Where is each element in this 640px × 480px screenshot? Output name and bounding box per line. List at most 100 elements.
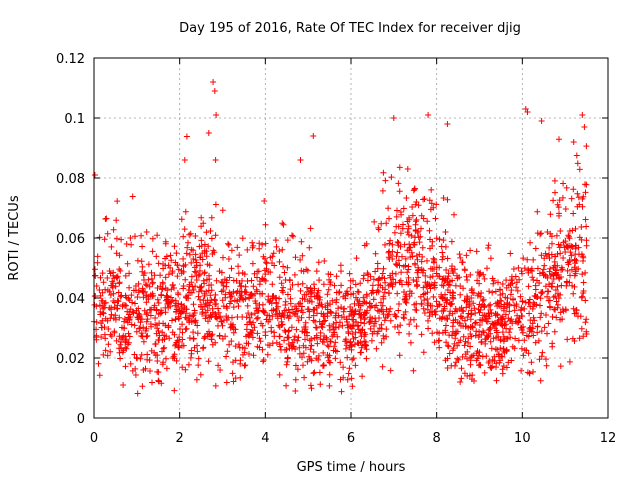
data-point [438, 282, 445, 289]
data-point [429, 302, 436, 309]
data-point [232, 375, 239, 382]
data-point [509, 276, 516, 283]
data-point [379, 302, 386, 309]
data-point [458, 375, 465, 382]
data-point [157, 283, 164, 290]
data-point [276, 274, 283, 281]
data-point [530, 299, 537, 306]
data-point [539, 349, 546, 356]
data-point [376, 325, 383, 332]
data-point [469, 289, 476, 296]
data-point [440, 237, 447, 244]
data-point [543, 362, 550, 369]
data-point [408, 249, 415, 256]
data-point [236, 344, 243, 351]
data-point [371, 323, 377, 329]
data-point [310, 370, 317, 377]
data-point [165, 324, 172, 331]
data-point [327, 271, 334, 278]
data-point [332, 339, 339, 346]
data-point [461, 342, 468, 349]
data-point [575, 244, 582, 251]
data-point [410, 277, 417, 283]
data-point [95, 360, 102, 367]
data-point [487, 255, 494, 262]
data-point [209, 305, 216, 312]
data-point [320, 349, 327, 356]
data-point [180, 233, 187, 240]
data-point [557, 363, 564, 370]
data-point [202, 315, 209, 322]
data-point [239, 235, 246, 242]
data-point [262, 221, 269, 228]
data-point [236, 296, 243, 303]
data-point [481, 275, 488, 282]
data-point [518, 268, 525, 275]
data-point [348, 291, 354, 298]
data-point [213, 277, 220, 284]
data-point [474, 292, 481, 299]
data-point [473, 319, 479, 326]
data-point [403, 291, 410, 298]
data-point [490, 280, 497, 287]
data-point [394, 239, 401, 245]
data-point [583, 331, 590, 337]
data-point [133, 354, 140, 361]
data-point [578, 325, 585, 332]
data-point [429, 311, 436, 318]
data-point [353, 255, 360, 262]
data-point [177, 326, 183, 332]
data-point [391, 311, 398, 318]
data-point [128, 241, 135, 248]
data-point [433, 298, 440, 305]
data-point [371, 218, 378, 225]
data-point [583, 242, 590, 249]
data-point [506, 308, 513, 315]
data-point [215, 322, 221, 329]
data-point [154, 296, 161, 303]
data-point [203, 229, 210, 236]
data-point [333, 319, 340, 326]
data-point [288, 324, 295, 331]
data-point [244, 278, 251, 284]
data-point [337, 262, 344, 269]
data-point [188, 289, 195, 296]
data-point [459, 353, 466, 360]
data-point [413, 199, 420, 205]
data-point [462, 317, 468, 324]
data-point [352, 362, 359, 369]
data-point [304, 267, 311, 274]
data-point [101, 236, 108, 243]
data-point [186, 251, 193, 258]
data-point [536, 270, 543, 277]
data-point [566, 358, 573, 365]
data-point [201, 241, 208, 248]
data-point [92, 266, 98, 273]
data-point [292, 388, 299, 394]
data-point [155, 300, 162, 306]
data-point [520, 329, 526, 336]
data-point [229, 314, 235, 321]
data-point [144, 351, 151, 358]
data-point [118, 292, 125, 299]
data-point [537, 314, 544, 321]
data-point [464, 314, 471, 321]
data-point [99, 289, 106, 296]
data-point [342, 292, 349, 299]
data-point [468, 311, 475, 318]
data-point [205, 243, 212, 250]
data-point [127, 235, 134, 241]
data-point [264, 351, 271, 358]
data-point [120, 382, 127, 388]
data-point [310, 133, 317, 139]
data-point [399, 253, 405, 260]
data-point [284, 291, 291, 298]
data-point [307, 346, 314, 353]
data-point [185, 295, 192, 302]
data-point [133, 328, 140, 335]
data-point [334, 333, 341, 340]
data-point [352, 318, 359, 325]
data-point [132, 365, 139, 372]
data-point [102, 216, 109, 222]
data-point [235, 341, 242, 348]
